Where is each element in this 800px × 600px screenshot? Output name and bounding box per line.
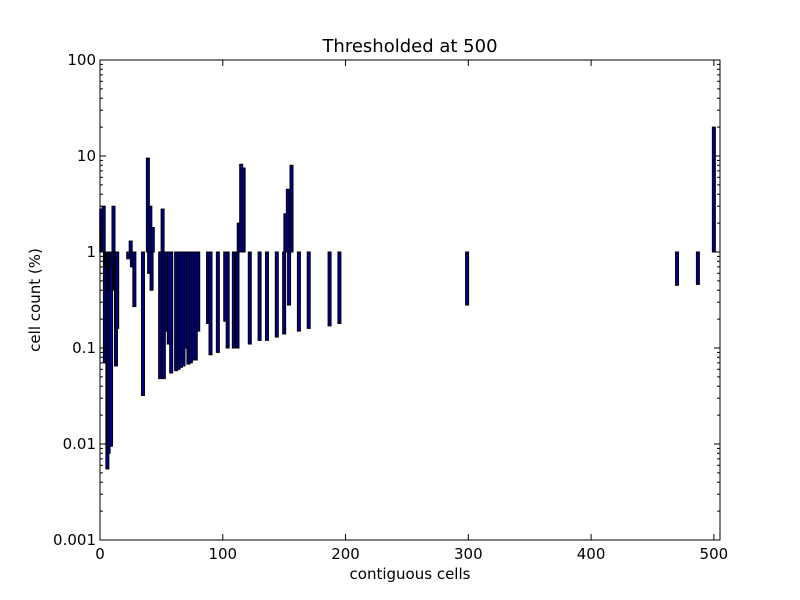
bar: [247, 251, 252, 345]
bar: [111, 205, 116, 253]
bar: [274, 251, 279, 338]
bar: [264, 251, 269, 341]
bar: [101, 205, 106, 253]
y-tick-label: 100: [67, 51, 96, 69]
bar: [109, 251, 114, 447]
bar: [296, 251, 301, 332]
chart-title: Thresholded at 500: [321, 36, 497, 57]
x-tick-label: 100: [208, 545, 237, 563]
bar: [169, 251, 174, 374]
bar: [711, 126, 716, 253]
x-tick-label: 500: [700, 545, 729, 563]
bar: [132, 251, 137, 308]
bar: [285, 188, 290, 253]
bars-group: [99, 126, 716, 470]
y-tick-label: 0.1: [72, 339, 96, 357]
x-axis-label: contiguous cells: [350, 565, 471, 583]
bar: [158, 251, 163, 380]
bar: [675, 251, 680, 286]
x-tick-label: 200: [331, 545, 360, 563]
bar: [282, 251, 287, 335]
bar: [126, 251, 131, 260]
bar: [208, 251, 213, 356]
y-tick-label: 0.001: [53, 531, 96, 549]
bar: [128, 240, 133, 253]
x-tick-label: 300: [454, 545, 483, 563]
bar: [337, 251, 342, 324]
bar: [149, 251, 154, 291]
bar: [306, 251, 311, 329]
y-tick-label: 10: [77, 147, 96, 165]
bar: [327, 251, 332, 327]
x-tick-label: 0: [95, 545, 105, 563]
bar: [215, 251, 220, 353]
bar: [287, 251, 292, 306]
bar: [289, 164, 294, 253]
bar: [160, 208, 165, 253]
bar: [235, 251, 240, 349]
bar: [196, 251, 201, 332]
bar: [465, 251, 470, 306]
y-tick-label: 0.01: [63, 435, 96, 453]
bar: [225, 251, 230, 349]
y-axis-label: cell count (%): [26, 248, 44, 352]
bar: [257, 251, 262, 341]
plot-frame: [99, 59, 721, 541]
bar: [241, 167, 246, 253]
bar: [140, 251, 145, 397]
x-tick-label: 400: [577, 545, 606, 563]
bar: [150, 226, 155, 253]
y-tick-label: 1: [86, 243, 96, 261]
bar: [695, 251, 700, 285]
bar: [115, 251, 120, 329]
